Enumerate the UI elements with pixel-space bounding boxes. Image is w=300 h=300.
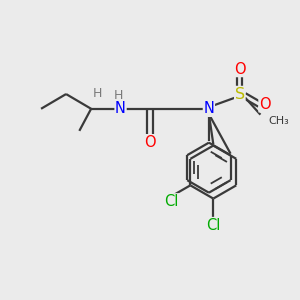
Text: CH₃: CH₃	[269, 116, 290, 126]
Text: O: O	[259, 97, 271, 112]
Text: O: O	[144, 135, 156, 150]
Text: O: O	[234, 61, 246, 76]
Text: S: S	[235, 87, 245, 102]
Text: Cl: Cl	[206, 218, 220, 232]
Text: N: N	[203, 101, 214, 116]
Text: H: H	[113, 89, 123, 102]
Text: Cl: Cl	[164, 194, 178, 209]
Text: N: N	[115, 101, 126, 116]
Text: H: H	[93, 87, 102, 100]
